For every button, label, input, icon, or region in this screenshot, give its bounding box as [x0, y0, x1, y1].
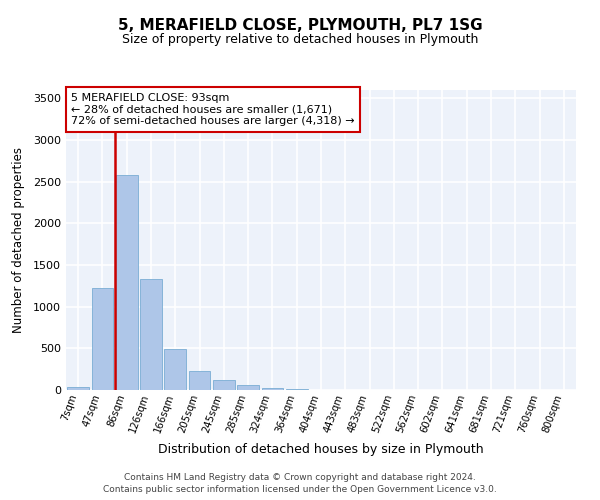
- Text: Size of property relative to detached houses in Plymouth: Size of property relative to detached ho…: [122, 32, 478, 46]
- Bar: [91, 288, 113, 390]
- Bar: [140, 279, 162, 390]
- Text: 5, MERAFIELD CLOSE, PLYMOUTH, PL7 1SG: 5, MERAFIELD CLOSE, PLYMOUTH, PL7 1SG: [118, 18, 482, 32]
- Bar: [116, 175, 137, 390]
- Bar: [286, 389, 308, 390]
- Bar: [67, 386, 89, 390]
- Text: Contains public sector information licensed under the Open Government Licence v3: Contains public sector information licen…: [103, 485, 497, 494]
- Text: 5 MERAFIELD CLOSE: 93sqm
← 28% of detached houses are smaller (1,671)
72% of sem: 5 MERAFIELD CLOSE: 93sqm ← 28% of detach…: [71, 93, 355, 126]
- Text: Distribution of detached houses by size in Plymouth: Distribution of detached houses by size …: [158, 442, 484, 456]
- Y-axis label: Number of detached properties: Number of detached properties: [11, 147, 25, 333]
- Bar: [237, 386, 259, 390]
- Bar: [188, 371, 211, 390]
- Bar: [164, 349, 186, 390]
- Text: Contains HM Land Registry data © Crown copyright and database right 2024.: Contains HM Land Registry data © Crown c…: [124, 472, 476, 482]
- Bar: [262, 388, 283, 390]
- Bar: [213, 380, 235, 390]
